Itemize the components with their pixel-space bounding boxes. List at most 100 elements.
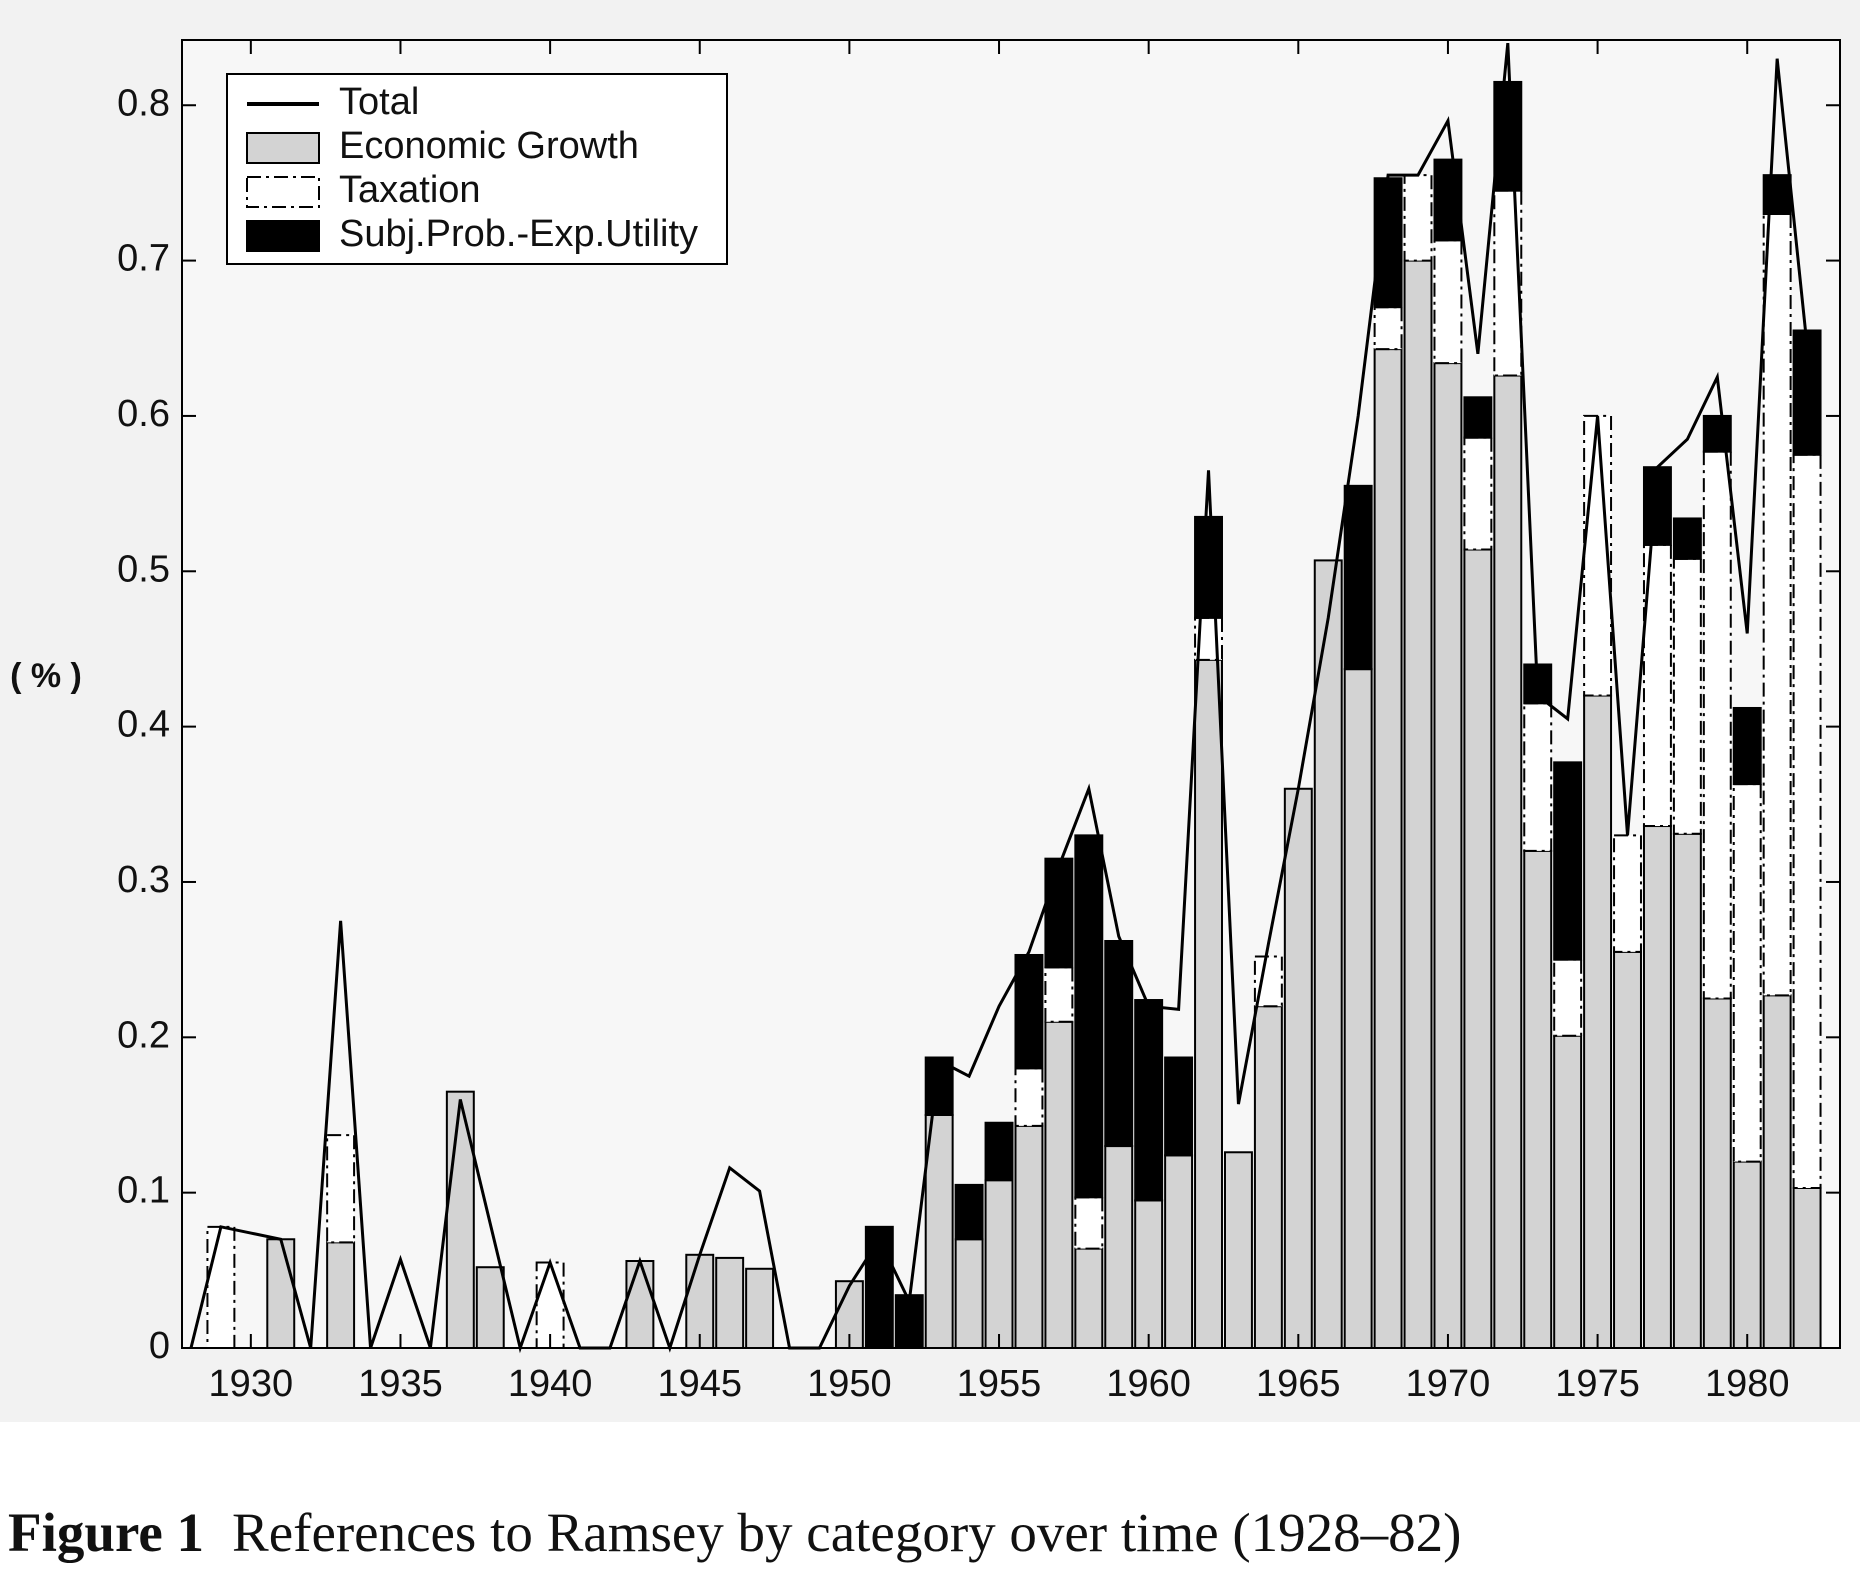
bar-segment (1014, 953, 1044, 1070)
bar-segment (1194, 515, 1223, 619)
bar-segment (326, 1241, 356, 1350)
bar-segment (1732, 706, 1762, 786)
bar-segment (954, 1183, 984, 1241)
bar-segment (326, 1134, 356, 1244)
y-axis-label: ( % ) (10, 657, 82, 695)
bar-segment (924, 1113, 954, 1350)
bar-segment (1134, 1199, 1164, 1350)
y-tick-label: 0.6 (117, 393, 170, 435)
bar-segment (1732, 783, 1762, 1163)
y-tick-label: 0.3 (117, 859, 170, 901)
x-tick-label: 1975 (1555, 1363, 1640, 1405)
legend-label: Total (339, 81, 419, 123)
x-tick-label: 1955 (957, 1363, 1042, 1405)
bar-segment (1553, 958, 1583, 1037)
x-tick-label: 1970 (1406, 1363, 1491, 1405)
bar-segment (1403, 259, 1433, 1349)
y-tick-label: 0.8 (117, 82, 170, 124)
bar-segment (1792, 329, 1822, 456)
legend-label: Economic Growth (339, 125, 639, 167)
x-tick-label: 1945 (657, 1363, 742, 1405)
bar-segment (1792, 1186, 1822, 1349)
total-line (189, 42, 1809, 1354)
y-tick-label: 0.1 (117, 1170, 170, 1212)
x-tick-label: 1965 (1256, 1363, 1341, 1405)
legend-label: Subj.Prob.-Exp.Utility (339, 213, 698, 255)
bar-segment (1613, 950, 1642, 1349)
bar-segment (1373, 306, 1403, 351)
bar-segment (1792, 453, 1822, 1189)
bar-segment (1134, 999, 1164, 1202)
x-tick-label: 1940 (508, 1363, 593, 1405)
bar-segment (1223, 1151, 1253, 1349)
bar-segment (1672, 557, 1702, 835)
bar-segment (1104, 939, 1134, 1148)
bar-segment (1463, 436, 1493, 551)
bar-segment (685, 1253, 715, 1349)
bar-segment (1702, 997, 1732, 1349)
bar-segment (1463, 396, 1493, 439)
bar-segment (1642, 825, 1672, 1349)
x-tick-label: 1935 (358, 1363, 443, 1405)
figure-label: Figure 1 (8, 1502, 204, 1563)
legend-swatch (246, 132, 320, 164)
bar-segment (1762, 994, 1792, 1349)
bar-segment (1762, 174, 1792, 215)
y-tick-label: 0 (149, 1325, 170, 1367)
bar-segment (1433, 362, 1463, 1349)
caption-text: References to Ramsey by category over ti… (232, 1502, 1461, 1563)
bar-segment (1044, 1020, 1074, 1349)
caption: Figure 1 References to Ramsey by category… (8, 1502, 1462, 1563)
bar-segment (1613, 834, 1642, 953)
bar-segment (1672, 517, 1702, 560)
bar-segment (1104, 1145, 1134, 1349)
bar-segment (1702, 450, 1732, 1000)
bar-segment (1463, 548, 1493, 1349)
bar-segment (1044, 966, 1074, 1023)
x-tick-label: 1930 (209, 1363, 294, 1405)
bar-segment (1044, 857, 1074, 969)
bar-segment (1403, 174, 1433, 262)
legend-swatch (246, 220, 320, 252)
bar-segment (1164, 1056, 1194, 1157)
bar-segment (1433, 239, 1463, 365)
bar-segment (1164, 1154, 1194, 1349)
bar-segment (1583, 694, 1613, 1349)
bar-segment (1014, 1124, 1044, 1349)
bar-segment (206, 1225, 236, 1349)
bar-segment (1373, 348, 1403, 1350)
y-tick-label: 0.4 (117, 704, 170, 746)
y-tick-label: 0.2 (117, 1014, 170, 1056)
bar-segment (1074, 1196, 1104, 1250)
legend-label: Taxation (339, 169, 481, 211)
bar-segment (834, 1280, 864, 1350)
bar-segment (1343, 484, 1373, 671)
bar-segment (1283, 787, 1313, 1349)
bar-segment (715, 1256, 745, 1350)
bar-segment (1343, 668, 1373, 1349)
bar-segment (745, 1267, 775, 1349)
bar-segment (864, 1225, 894, 1349)
x-tick-label: 1950 (807, 1363, 892, 1405)
bar-segment (1074, 1247, 1104, 1350)
bar-segment (1074, 834, 1104, 1199)
bar-segment (954, 1238, 984, 1349)
bar-segment (984, 1179, 1014, 1349)
bar-segment (266, 1238, 296, 1349)
bar-segment (1553, 761, 1583, 961)
bar-segment (1762, 212, 1792, 997)
x-tick-label: 1960 (1106, 1363, 1191, 1405)
bar-segment (984, 1121, 1014, 1182)
legend-swatch (246, 176, 320, 208)
bar-segment (625, 1260, 655, 1349)
y-tick-label: 0.5 (117, 548, 170, 590)
bar-segment (1732, 1160, 1762, 1349)
x-tick-label: 1980 (1705, 1363, 1790, 1405)
bar-segment (1672, 832, 1702, 1349)
y-tick-label: 0.7 (117, 238, 170, 280)
bar-segment (445, 1090, 475, 1350)
bar-segment (1253, 1005, 1283, 1350)
bar-segment (1194, 658, 1223, 1349)
bar-segment (1493, 374, 1523, 1349)
